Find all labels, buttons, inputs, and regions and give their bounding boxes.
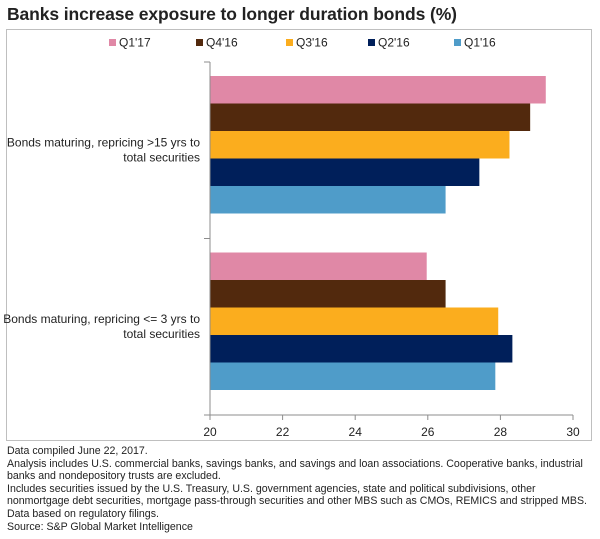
bar bbox=[210, 362, 496, 390]
x-tick-label: 30 bbox=[566, 425, 580, 439]
bar bbox=[210, 280, 446, 308]
note-line: Analysis includes U.S. commercial banks,… bbox=[7, 457, 583, 470]
bar bbox=[210, 76, 546, 104]
x-tick-label: 20 bbox=[203, 425, 217, 439]
bar bbox=[210, 103, 531, 131]
bar bbox=[210, 307, 499, 335]
legend-swatch bbox=[196, 39, 203, 46]
legend-swatch bbox=[109, 39, 116, 46]
note-line: Includes securities issued by the U.S. T… bbox=[7, 482, 536, 495]
legend-swatch bbox=[368, 39, 375, 46]
x-tick-label: 28 bbox=[494, 425, 508, 439]
chart-frame bbox=[6, 29, 592, 441]
x-tick-label: 26 bbox=[421, 425, 435, 439]
note-line: Data compiled June 22, 2017. bbox=[7, 445, 148, 457]
bar bbox=[210, 335, 513, 363]
note-line: Data based on regulatory filings. bbox=[7, 507, 159, 520]
category-label: total securities bbox=[123, 150, 200, 164]
category-label: Bonds maturing, repricing >15 yrs to bbox=[7, 135, 200, 149]
chart-title: Banks increase exposure to longer durati… bbox=[7, 4, 457, 24]
category-label: total securities bbox=[123, 327, 200, 341]
legend-label: Q1'17 bbox=[119, 36, 151, 50]
note-line: banks and nondepository trusts are exclu… bbox=[7, 470, 221, 483]
category-label: Bonds maturing, repricing <= 3 yrs to bbox=[3, 312, 200, 326]
note-line: nonmortgage debt securities, mortgage pa… bbox=[7, 495, 587, 508]
bar bbox=[210, 186, 446, 214]
bar bbox=[210, 158, 480, 186]
legend-label: Q4'16 bbox=[206, 36, 238, 50]
bar bbox=[210, 252, 427, 280]
x-tick-label: 22 bbox=[276, 425, 290, 439]
legend-label: Q3'16 bbox=[296, 36, 328, 50]
bar-chart: 20 22 24 26 28 30 Bonds maturing, repricing >1… bbox=[3, 36, 580, 440]
legend-swatch bbox=[286, 39, 293, 46]
bar bbox=[210, 131, 510, 159]
legend-label: Q2'16 bbox=[378, 36, 410, 50]
legend-label: Q1'16 bbox=[464, 36, 496, 50]
x-tick-label: 24 bbox=[349, 425, 363, 439]
chart-notes: Data compiled June 22, 2017. Analysis in… bbox=[7, 445, 595, 533]
legend-swatch bbox=[454, 39, 461, 46]
note-line: Source: S&P Global Market Intelligence bbox=[7, 520, 193, 533]
